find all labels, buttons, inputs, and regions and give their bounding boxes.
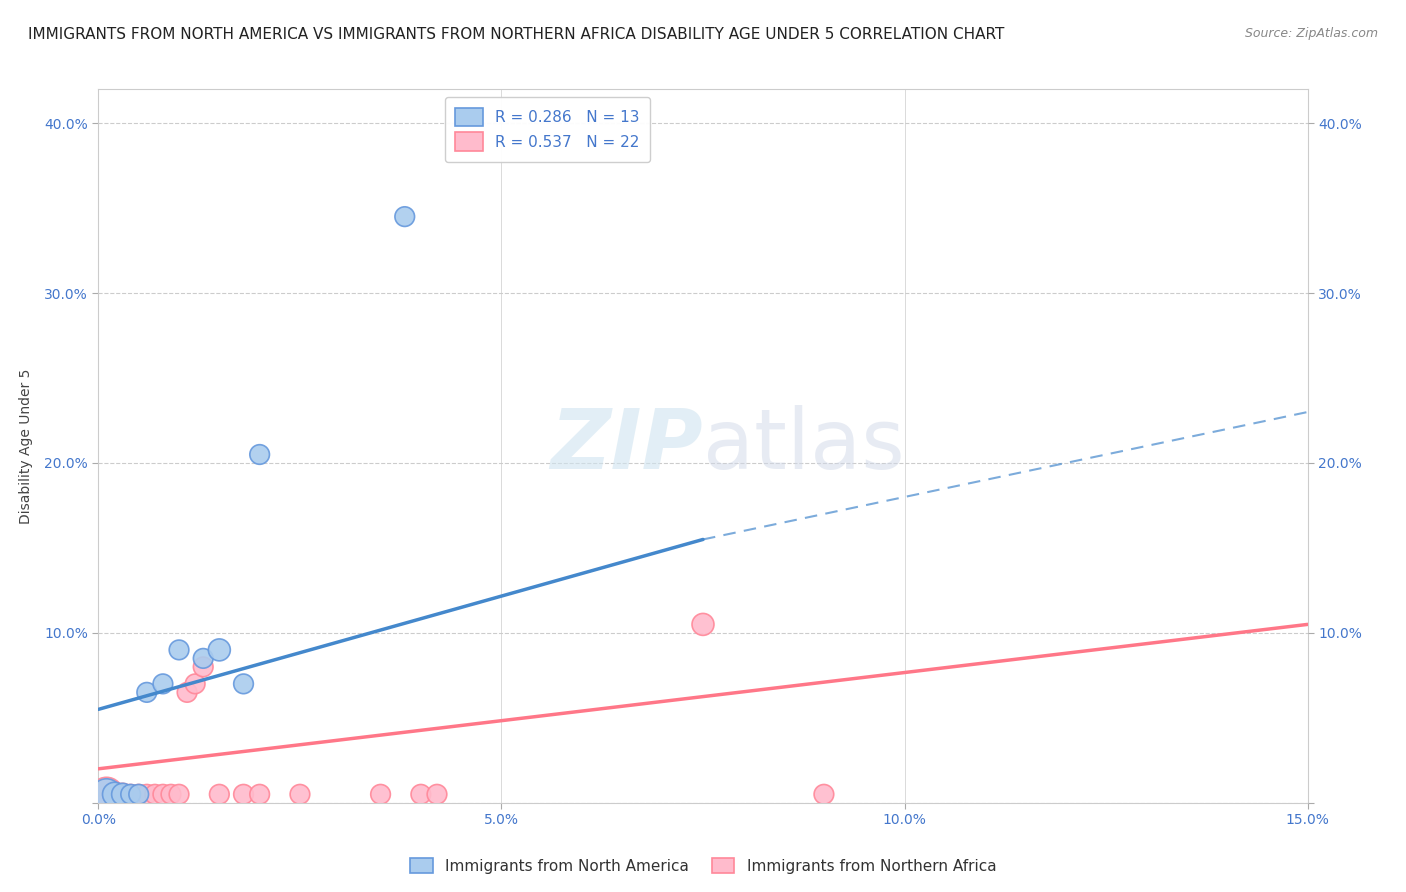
Point: [103, 787, 125, 801]
Point: [288, 787, 311, 801]
Point: [370, 787, 392, 801]
Point: [249, 787, 271, 801]
Point: [135, 685, 157, 699]
Point: [692, 617, 714, 632]
Point: [167, 643, 190, 657]
Point: [120, 787, 142, 801]
Text: IMMIGRANTS FROM NORTH AMERICA VS IMMIGRANTS FROM NORTHERN AFRICA DISABILITY AGE : IMMIGRANTS FROM NORTH AMERICA VS IMMIGRA…: [28, 27, 1004, 42]
Point: [208, 787, 231, 801]
Point: [120, 787, 142, 801]
Point: [426, 787, 449, 801]
Point: [232, 787, 254, 801]
Point: [208, 643, 231, 657]
Point: [128, 787, 150, 801]
Point: [143, 787, 166, 801]
Point: [232, 677, 254, 691]
Text: atlas: atlas: [703, 406, 904, 486]
Point: [167, 787, 190, 801]
Point: [103, 787, 125, 801]
Text: Source: ZipAtlas.com: Source: ZipAtlas.com: [1244, 27, 1378, 40]
Point: [111, 787, 134, 801]
Point: [96, 787, 118, 801]
Legend: Immigrants from North America, Immigrants from Northern Africa: Immigrants from North America, Immigrant…: [404, 852, 1002, 880]
Legend: R = 0.286   N = 13, R = 0.537   N = 22: R = 0.286 N = 13, R = 0.537 N = 22: [444, 97, 650, 161]
Y-axis label: Disability Age Under 5: Disability Age Under 5: [20, 368, 32, 524]
Point: [409, 787, 432, 801]
Point: [176, 685, 198, 699]
Point: [160, 787, 183, 801]
Point: [813, 787, 835, 801]
Point: [128, 787, 150, 801]
Point: [193, 651, 215, 665]
Text: ZIP: ZIP: [550, 406, 703, 486]
Point: [193, 660, 215, 674]
Point: [96, 787, 118, 801]
Point: [394, 210, 416, 224]
Point: [184, 677, 207, 691]
Point: [111, 787, 134, 801]
Point: [152, 787, 174, 801]
Point: [135, 787, 157, 801]
Point: [249, 448, 271, 462]
Point: [152, 677, 174, 691]
